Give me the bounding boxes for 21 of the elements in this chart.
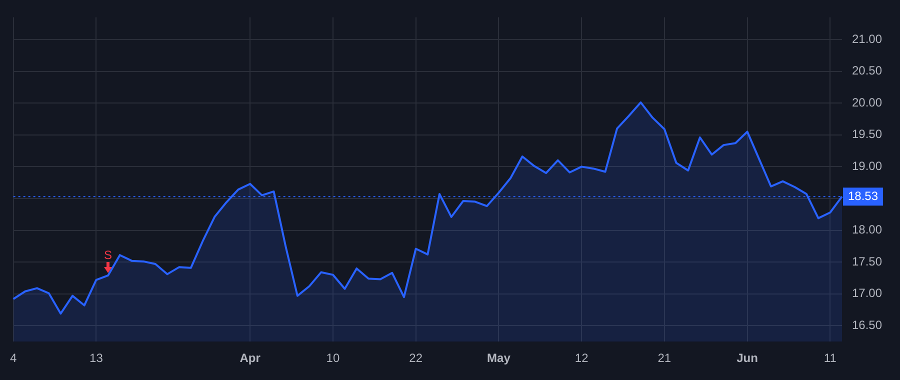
y-tick-label: 21.00 bbox=[852, 32, 882, 46]
x-tick-label: Apr bbox=[240, 351, 261, 366]
y-tick-label: 20.50 bbox=[852, 64, 882, 78]
annotation: S bbox=[104, 248, 112, 262]
x-tick-label: 4 bbox=[10, 351, 17, 366]
y-tick-label: 16.50 bbox=[852, 318, 882, 332]
y-tick-label: 18.00 bbox=[852, 222, 882, 237]
y-tick-label: 17.00 bbox=[852, 286, 882, 300]
x-tick-label: Jun bbox=[736, 351, 758, 366]
y-tick-label: 19.00 bbox=[852, 158, 882, 173]
y-tick-label: 19.50 bbox=[852, 127, 882, 142]
x-tick-label: 12 bbox=[574, 351, 589, 366]
y-tick-label: 20.00 bbox=[852, 95, 882, 110]
x-tick-label: 10 bbox=[326, 351, 340, 366]
x-tick-label: 22 bbox=[409, 351, 423, 366]
x-tick-label: 11 bbox=[824, 351, 837, 366]
x-tick-label: May bbox=[487, 351, 511, 366]
y-tick-label: 17.50 bbox=[852, 254, 882, 268]
x-tick-label: 13 bbox=[90, 351, 104, 366]
x-tick-label: 21 bbox=[658, 351, 672, 366]
ref-line-label: 18.53 bbox=[848, 188, 878, 203]
